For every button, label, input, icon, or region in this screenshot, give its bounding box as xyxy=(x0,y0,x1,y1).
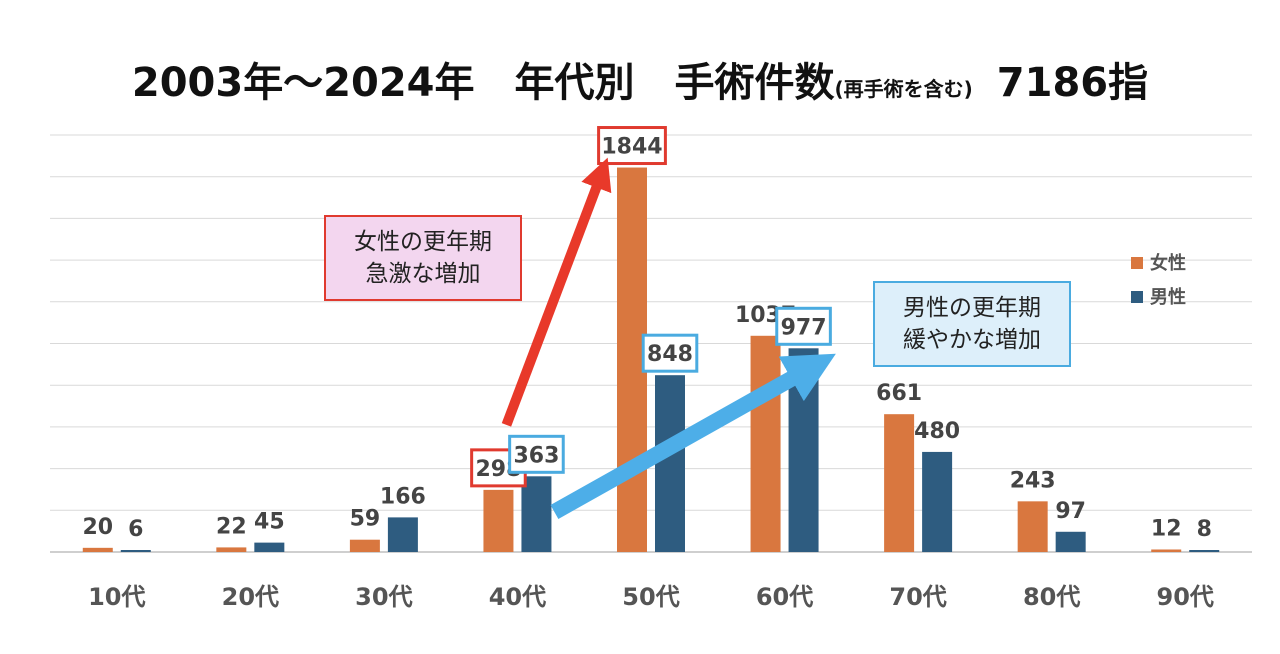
value-label: 20 xyxy=(82,515,113,540)
value-label: 8 xyxy=(1197,517,1212,542)
value-label: 848 xyxy=(647,342,693,367)
bar-male xyxy=(1055,531,1086,552)
x-tick-label: 80代 xyxy=(1023,583,1080,611)
bars xyxy=(82,167,1220,552)
value-box xyxy=(508,434,565,474)
value-label: 1844 xyxy=(601,135,662,160)
bar-male xyxy=(655,375,685,552)
chart-title-main: 2003年～2024年 年代別 手術件数 xyxy=(131,60,835,106)
bar-female xyxy=(1017,501,1048,552)
legend-swatch xyxy=(1131,291,1143,303)
bar-male xyxy=(922,451,953,552)
x-tick-label: 10代 xyxy=(88,583,145,611)
chart-title-sub: (再手術を含む) xyxy=(834,77,973,101)
bar-female xyxy=(750,335,781,552)
bar-female xyxy=(82,547,113,552)
x-tick-label: 30代 xyxy=(355,583,412,611)
x-tick-label: 70代 xyxy=(889,583,946,611)
note-text: 女性の更年期 xyxy=(354,229,492,255)
bar-female xyxy=(483,489,514,552)
x-tick-label: 90代 xyxy=(1157,583,1214,611)
bar-male xyxy=(1189,550,1220,552)
value-box xyxy=(641,333,699,373)
legend-label: 男性 xyxy=(1150,286,1186,308)
legend-swatch xyxy=(1131,257,1143,269)
bar-female xyxy=(1151,549,1182,552)
chart-title: 2003年～2024年 年代別 手術件数(再手術を含む) 7186指 xyxy=(0,50,1280,108)
value-label: 480 xyxy=(914,419,960,444)
male-note-box xyxy=(873,281,1071,367)
x-tick-labels: 10代 20代 30代 40代 50代 60代 70代 80代 90代 xyxy=(88,583,1214,611)
note-text: 男性の更年期 xyxy=(903,295,1041,321)
value-label: 363 xyxy=(513,443,559,468)
value-label: 45 xyxy=(254,510,285,535)
value-label: 22 xyxy=(216,514,247,539)
female-trend-arrow xyxy=(501,157,612,427)
bar-male xyxy=(254,542,285,552)
value-box xyxy=(597,126,667,166)
value-label: 977 xyxy=(781,315,827,340)
male-trend-arrow xyxy=(550,353,836,519)
value-label: 6 xyxy=(128,517,143,542)
bar-male xyxy=(521,476,552,552)
value-label: 97 xyxy=(1055,499,1086,524)
x-tick-label: 50代 xyxy=(622,583,679,611)
bar-female xyxy=(884,414,915,552)
x-tick-label: 40代 xyxy=(489,583,546,611)
value-label: 59 xyxy=(350,507,381,532)
value-box xyxy=(775,306,832,346)
value-label: 661 xyxy=(876,381,922,406)
value-label: 243 xyxy=(1010,468,1056,493)
legend-label: 女性 xyxy=(1150,252,1186,274)
female-note-box xyxy=(324,215,522,301)
value-label: 166 xyxy=(380,484,426,509)
bar-female xyxy=(216,547,247,552)
note-text: 緩やかな増加 xyxy=(903,327,1041,353)
bar-female xyxy=(349,539,380,552)
data-labels: 20 6 22 45 591662983631844848103797766148024… xyxy=(82,126,1212,542)
x-tick-label: 60代 xyxy=(756,583,813,611)
chart-title-total: 7186指 xyxy=(996,60,1149,106)
note-text: 急激な増加 xyxy=(366,261,481,287)
bar-male xyxy=(120,550,151,552)
bar-male xyxy=(387,517,418,552)
value-label: 12 xyxy=(1151,516,1182,541)
x-tick-label: 20代 xyxy=(222,583,279,611)
